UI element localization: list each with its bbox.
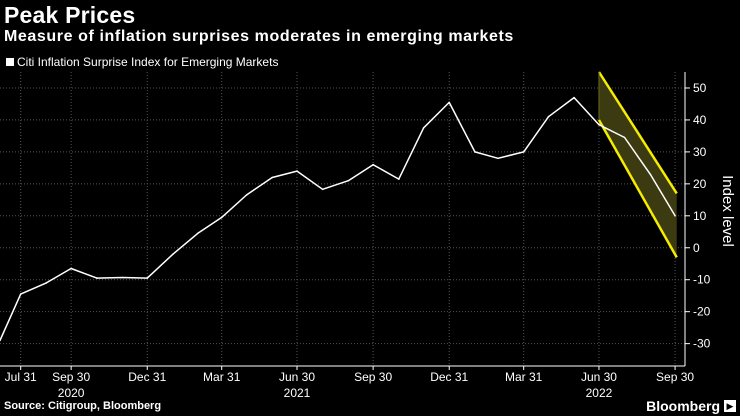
channel-upper-edge [597, 71, 678, 195]
y-tick-label: 0 [693, 241, 700, 255]
series-layer [0, 96, 676, 342]
year-label: 2020 [58, 386, 85, 400]
chart-title: Peak Prices [4, 2, 136, 28]
x-tick-label: Jun 30 [581, 370, 617, 384]
series-line [0, 96, 676, 341]
y-tick-label: 40 [693, 113, 707, 127]
data-point [649, 173, 652, 176]
data-point [347, 179, 350, 182]
data-point [623, 136, 626, 139]
data-point [121, 276, 124, 279]
data-point [522, 151, 525, 153]
data-point [146, 277, 149, 279]
legend: Citi Inflation Surprise Index for Emergi… [6, 55, 278, 69]
x-tick-label: Sep 30 [52, 370, 90, 384]
data-point [19, 293, 22, 295]
data-point [398, 178, 400, 180]
data-point [448, 101, 451, 104]
legend-label: Citi Inflation Surprise Index for Emergi… [17, 55, 279, 69]
x-tick-label: Jul 31 [5, 370, 37, 384]
source-note: Source: Citigroup, Bloomberg [4, 400, 162, 412]
data-point [0, 339, 1, 342]
channel-lower-edge [597, 119, 678, 258]
y-tick-label: -20 [693, 305, 711, 319]
x-tick-label: Mar 31 [203, 370, 241, 384]
y-tick-label: 10 [693, 209, 707, 223]
data-point [674, 215, 676, 217]
data-point [321, 188, 324, 191]
data-point [547, 115, 550, 118]
year-label: 2021 [284, 386, 311, 400]
data-point [196, 232, 199, 235]
brand-name: Bloomberg [646, 398, 720, 414]
legend-swatch [6, 58, 14, 66]
data-point [45, 282, 48, 284]
data-point [245, 194, 248, 196]
data-point [172, 253, 174, 255]
data-point [422, 127, 425, 129]
data-point [271, 176, 274, 179]
data-point [70, 267, 72, 270]
x-tick-label: Dec 31 [430, 370, 468, 384]
channel-fill [598, 72, 677, 258]
data-point [573, 96, 575, 99]
axis-layer: -30 -20 -10 0 10 20 30 40 50 Jul 31 Sep 30 Dec 31 Ma… [0, 72, 736, 400]
x-tick-label: Sep 30 [656, 370, 694, 384]
forecast-channel [597, 71, 678, 258]
brand-logo: Bloomberg ▶ [646, 398, 736, 414]
x-tick-label: Sep 30 [354, 370, 392, 384]
y-tick-label: 50 [693, 81, 707, 95]
year-label: 2022 [586, 386, 613, 400]
data-point [497, 157, 499, 160]
chart-subtitle: Measure of inflation surprises moderates… [4, 28, 514, 45]
data-point [296, 170, 298, 172]
data-point [372, 163, 374, 166]
data-point [474, 151, 476, 153]
data-point [220, 216, 223, 219]
y-tick-label: -30 [693, 337, 711, 351]
x-tick-label: Dec 31 [128, 370, 166, 384]
data-point [598, 123, 600, 126]
forward-arrow-icon: ▶ [724, 400, 736, 412]
x-tick-label: Mar 31 [505, 370, 543, 384]
y-axis-title: Index level [719, 175, 736, 247]
y-tick-label: 20 [693, 177, 707, 191]
y-tick-label: 30 [693, 145, 707, 159]
x-tick-label: Jun 30 [279, 370, 315, 384]
y-tick-label: -10 [693, 273, 711, 287]
grid-layer [0, 72, 685, 366]
data-point [96, 277, 98, 279]
